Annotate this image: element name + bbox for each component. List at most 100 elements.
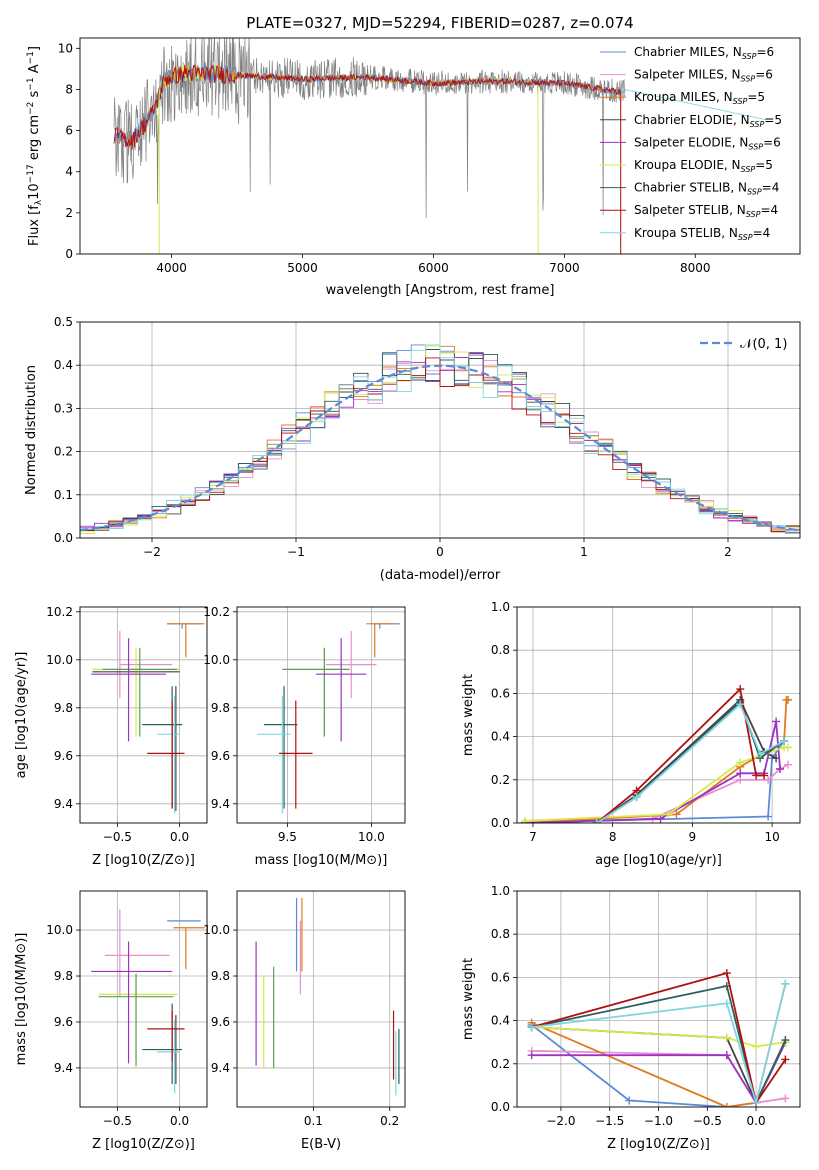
- series-marker: [776, 765, 785, 773]
- legend-entry: 𝒩(0, 1): [740, 337, 787, 352]
- series-marker: [780, 736, 789, 745]
- y-tick-label: 9.8: [211, 701, 230, 715]
- series-marker: [656, 814, 665, 823]
- x-tick-label: 9: [689, 830, 697, 844]
- axes-frame: [79, 37, 801, 255]
- x-tick-label: 7000: [549, 261, 580, 275]
- legend-entry: Salpeter STELIB, NSSP=4: [634, 203, 778, 219]
- y-axis-label: mass [log10(M/M⊙)]: [14, 933, 29, 1066]
- series-marker: [722, 1033, 731, 1042]
- histogram: [80, 344, 800, 533]
- y-tick-label: 6: [65, 124, 73, 138]
- x-tick-label: 0.1: [304, 1114, 323, 1128]
- x-tick-label: −2: [143, 545, 161, 559]
- series-marker: [752, 771, 761, 780]
- plot-area: [80, 607, 207, 823]
- y-tick-label: 9.6: [211, 1015, 230, 1029]
- series-line: [531, 984, 787, 1106]
- axes-frame: [79, 606, 208, 824]
- series-marker: [592, 819, 601, 823]
- series-marker: [752, 1098, 761, 1107]
- y-tick-label: 10.2: [46, 605, 73, 619]
- x-axis-label: E(B-V): [301, 1137, 341, 1152]
- legend-entry: Kroupa ELODIE, NSSP=5: [634, 158, 773, 174]
- y-tick-label: 9.4: [54, 1061, 73, 1075]
- series-line: [531, 971, 787, 1105]
- y-tick-label: 9.6: [211, 749, 230, 763]
- x-tick-label: −0.5: [103, 1114, 132, 1128]
- x-axis-label: mass [log10(M/M⊙)]: [255, 853, 388, 868]
- series-marker: [764, 775, 773, 784]
- series-marker: [736, 700, 745, 709]
- series-marker: [527, 1051, 536, 1060]
- series-marker: [632, 793, 641, 802]
- panel-3: −0.5 0.0 9.4 9.6 9.8 10.0 10.2 Z [log10(Z/Z⊙)] a…: [14, 605, 208, 868]
- y-tick-label: 9.4: [211, 1061, 230, 1075]
- x-tick-label: −2.0: [546, 1114, 575, 1128]
- y-tick-label: 10.0: [203, 653, 230, 667]
- normal-curve: [80, 364, 800, 532]
- y-tick-label: 0.5: [54, 315, 73, 329]
- y-tick-label: 9.8: [54, 969, 73, 983]
- y-tick-label: 0.3: [54, 401, 73, 415]
- y-tick-label: 0.4: [54, 358, 73, 372]
- x-tick-label: −1: [287, 545, 305, 559]
- series-marker: [764, 812, 773, 821]
- panel-7: 0.1 0.2 9.4 9.6 9.8 10.0 E(B-V): [203, 890, 406, 1152]
- plot-area: [80, 322, 800, 538]
- x-tick-label: 10: [764, 830, 779, 844]
- x-tick-label: 4000: [156, 261, 187, 275]
- x-tick-label: 0: [436, 545, 444, 559]
- x-tick-label: 0.0: [170, 830, 189, 844]
- series-line: [524, 721, 781, 823]
- panel-4: 9.5 10.0 9.4 9.6 9.8 10.0 10.2 mass [log10(M/M⊙…: [203, 605, 406, 868]
- series-marker: [520, 816, 529, 823]
- x-tick-label: 0.2: [380, 1114, 399, 1128]
- y-tick-label: 0.1: [54, 488, 73, 502]
- x-tick-label: 0.0: [747, 1114, 766, 1128]
- x-tick-label: −1.5: [595, 1114, 624, 1128]
- legend-entry: Chabrier STELIB, NSSP=4: [634, 181, 779, 197]
- y-tick-label: 0.0: [54, 531, 73, 545]
- panel-6: −0.5 0.0 9.4 9.6 9.8 10.0 Z [log10(Z/Z⊙)] mass …: [14, 890, 208, 1152]
- series-marker: [781, 1036, 790, 1045]
- plot-area: [237, 891, 405, 1107]
- y-axis-label: Normed distribution: [24, 365, 39, 495]
- legend-entry: Kroupa STELIB, NSSP=4: [634, 226, 770, 242]
- series-line: [531, 983, 787, 1107]
- model-spectrum: [113, 63, 622, 254]
- y-tick-label: 0.4: [491, 1014, 510, 1028]
- series-marker: [736, 758, 745, 767]
- series-marker: [752, 1042, 761, 1051]
- series-line: [596, 702, 785, 823]
- panel-5: 7 8 9 10 0.0 0.2 0.4 0.6 0.8 1.0 age [log10(age/yr…: [461, 600, 801, 868]
- y-axis-label: mass weight: [461, 958, 476, 1040]
- axes-frame: [79, 890, 208, 1108]
- x-tick-label: 1: [580, 545, 588, 559]
- series-marker: [625, 1096, 634, 1105]
- y-tick-label: 0: [65, 247, 73, 261]
- y-tick-label: 0.2: [491, 1057, 510, 1071]
- y-tick-label: 1.0: [491, 884, 510, 898]
- series-marker: [756, 749, 765, 758]
- y-tick-label: 1.0: [491, 600, 510, 614]
- x-tick-label: 2: [724, 545, 732, 559]
- panel-1: 4000 5000 6000 7000 8000 0 2 4 6 8 10 wavelength [A…: [26, 37, 801, 298]
- axes-frame: [79, 321, 801, 539]
- x-axis-label: Z [log10(Z/Z⊙)]: [92, 853, 195, 868]
- series-line: [524, 746, 788, 822]
- series-marker: [736, 769, 745, 778]
- legend-entry: Kroupa MILES, NSSP=5: [634, 90, 765, 106]
- x-tick-label: 8000: [680, 261, 711, 275]
- series-marker: [781, 1055, 790, 1064]
- y-tick-label: 0.8: [491, 927, 510, 941]
- x-tick-label: 10.0: [358, 830, 385, 844]
- x-tick-label: 5000: [287, 261, 318, 275]
- axes-frame: [236, 606, 406, 824]
- y-tick-label: 10.0: [46, 923, 73, 937]
- x-axis-label: wavelength [Angstrom, rest frame]: [326, 283, 555, 298]
- series-marker: [784, 695, 793, 704]
- axes-frame: [516, 890, 801, 1108]
- x-axis-label: Z [log10(Z/Z⊙)]: [607, 1137, 710, 1152]
- y-tick-label: 4: [65, 165, 73, 179]
